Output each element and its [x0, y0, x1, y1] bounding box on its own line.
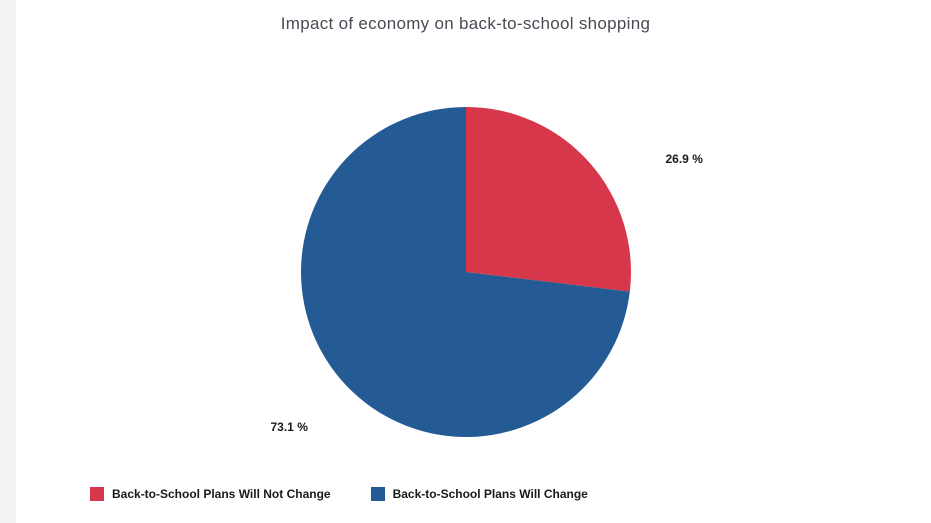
legend-label-will-change: Back-to-School Plans Will Change	[393, 487, 588, 501]
pie-svg	[301, 107, 631, 437]
legend-item-will-change: Back-to-School Plans Will Change	[371, 487, 588, 501]
pie-slice	[466, 107, 631, 292]
legend-swatch-will-change	[371, 487, 385, 501]
legend: Back-to-School Plans Will Not Change Bac…	[90, 487, 588, 501]
pie-chart: 26.9 % 73.1 %	[301, 107, 631, 437]
data-label-will-change: 73.1 %	[271, 420, 308, 434]
legend-swatch-not-change	[90, 487, 104, 501]
data-label-not-change: 26.9 %	[666, 152, 703, 166]
legend-item-not-change: Back-to-School Plans Will Not Change	[90, 487, 331, 501]
legend-label-not-change: Back-to-School Plans Will Not Change	[112, 487, 331, 501]
chart-title: Impact of economy on back-to-school shop…	[0, 14, 931, 34]
left-sidebar-strip	[0, 0, 16, 523]
pie-slices	[301, 107, 631, 437]
